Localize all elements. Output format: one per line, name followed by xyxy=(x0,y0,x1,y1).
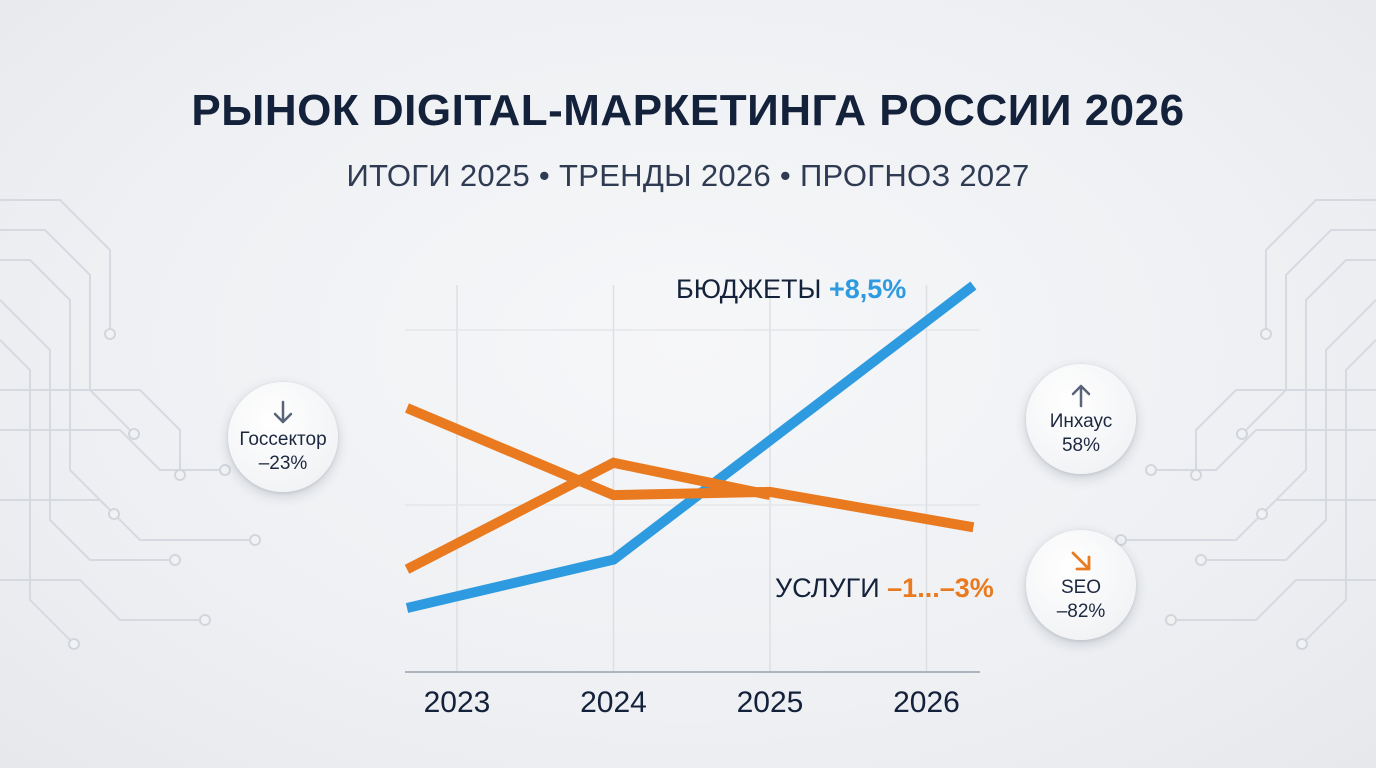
x-tick-label: 2023 xyxy=(424,686,491,719)
page-title: РЫНОК DIGITAL-МАРКЕТИНГА РОССИИ 2026 xyxy=(191,86,1185,135)
arrow-up-icon xyxy=(1026,380,1136,410)
series-label: БЮДЖЕТЫ +8,5% xyxy=(676,274,906,304)
series-annotation: –1...–3% xyxy=(887,573,994,603)
series-line-2 xyxy=(405,403,975,533)
badge-inhouse: Инхаус 58% xyxy=(1026,364,1136,474)
x-tick-label: 2025 xyxy=(737,686,804,719)
series-line-1 xyxy=(405,281,977,613)
series-name: БЮДЖЕТЫ xyxy=(676,274,829,304)
badge-label: SEO xyxy=(1060,577,1102,598)
series-label: УСЛУГИ –1...–3% xyxy=(775,573,994,603)
x-tick-label: 2024 xyxy=(580,686,647,719)
badge-seo: SEO –82% xyxy=(1026,530,1136,640)
badge-label: Инхаус xyxy=(1049,411,1113,432)
x-tick-label: 2026 xyxy=(893,686,960,719)
badge-value: –23% xyxy=(258,453,308,474)
series-line-3 xyxy=(404,457,772,574)
badge-label: Госсектор xyxy=(239,429,327,450)
arrow-down-right-icon xyxy=(1026,546,1136,576)
badge-goszakaz: Госсектор –23% xyxy=(228,382,338,492)
badge-value: –82% xyxy=(1056,601,1106,622)
series-annotation: +8,5% xyxy=(829,274,906,304)
badge-value: 58% xyxy=(1061,435,1101,456)
series-name: УСЛУГИ xyxy=(775,573,887,603)
page-subtitle: ИТОГИ 2025 • ТРЕНДЫ 2026 • ПРОГНОЗ 2027 xyxy=(346,158,1030,193)
arrow-down-icon xyxy=(228,398,338,428)
